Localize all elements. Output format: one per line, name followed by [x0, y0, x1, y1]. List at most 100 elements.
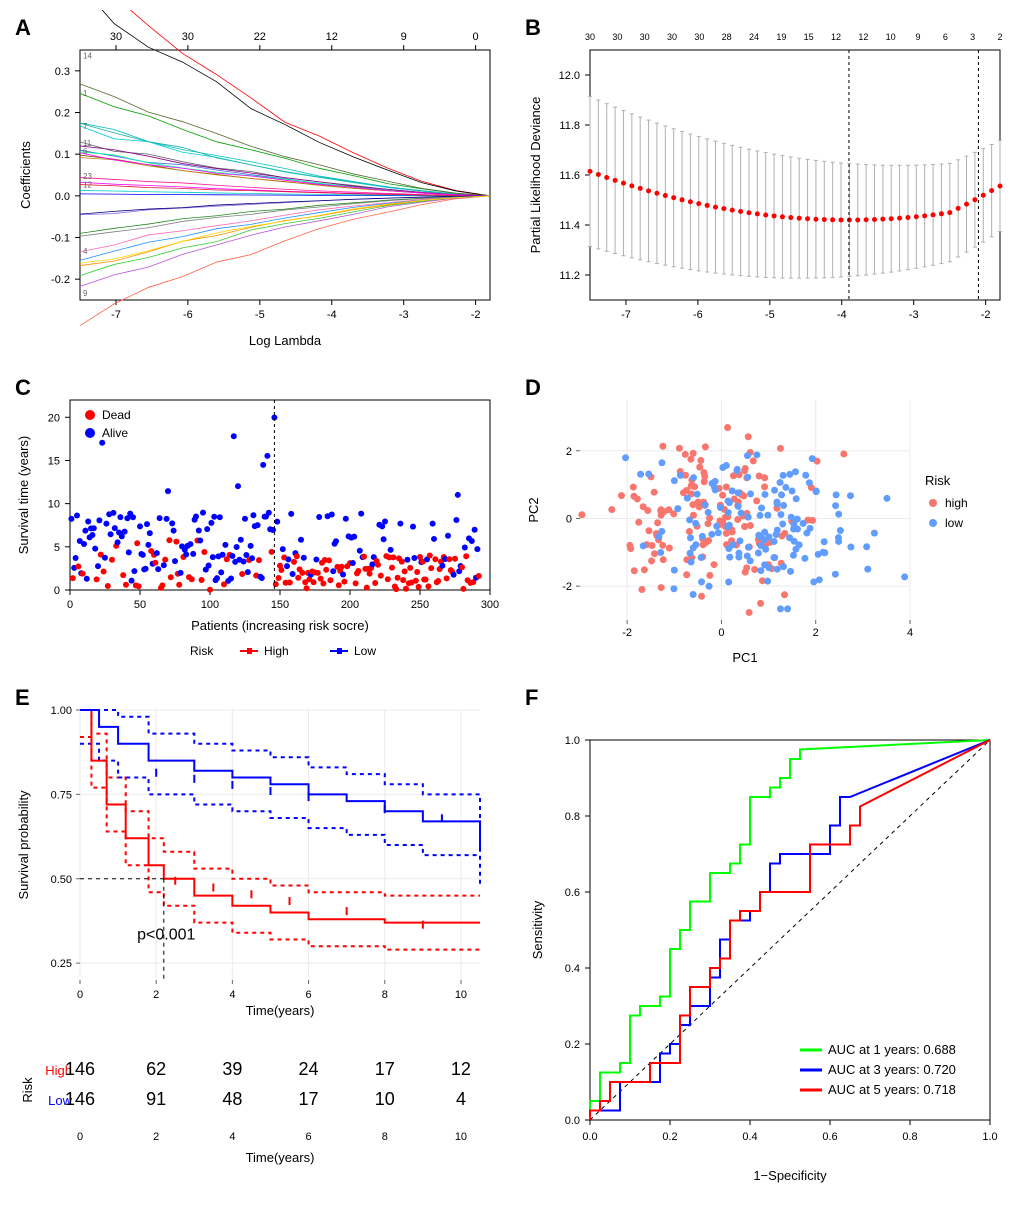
svg-text:0.2: 0.2 [55, 108, 70, 120]
svg-text:Risk: Risk [190, 644, 214, 658]
svg-text:0.25: 0.25 [51, 958, 72, 970]
svg-text:17: 17 [299, 1089, 319, 1109]
panel-d: D -2024-202PC1PC2Riskhighlow [520, 370, 1020, 670]
svg-text:2: 2 [997, 32, 1002, 42]
svg-text:30: 30 [640, 32, 650, 42]
svg-text:2: 2 [153, 989, 159, 1001]
svg-text:0: 0 [77, 1131, 83, 1143]
svg-text:0.8: 0.8 [902, 1131, 917, 1143]
svg-text:6: 6 [943, 32, 948, 42]
svg-text:Log Lambda: Log Lambda [249, 333, 322, 348]
svg-text:11.4: 11.4 [559, 220, 580, 232]
svg-text:4: 4 [456, 1089, 466, 1109]
svg-text:10: 10 [375, 1089, 395, 1109]
roc-curves-plot: 0.00.20.40.60.81.00.00.20.40.60.81.01−Sp… [520, 680, 1020, 1200]
svg-text:0: 0 [566, 513, 572, 525]
svg-text:10: 10 [48, 499, 60, 511]
svg-text:0.6: 0.6 [822, 1131, 837, 1143]
svg-text:1.00: 1.00 [51, 705, 72, 717]
panel-d-label: D [525, 375, 541, 401]
svg-text:Partial Likelihood Deviance: Partial Likelihood Deviance [528, 97, 543, 254]
svg-text:6: 6 [306, 989, 312, 1001]
svg-text:39: 39 [222, 1059, 242, 1079]
svg-text:-3: -3 [909, 309, 919, 321]
svg-text:Time(years): Time(years) [246, 1150, 315, 1165]
svg-text:Alive: Alive [102, 426, 128, 440]
svg-text:12.0: 12.0 [559, 70, 580, 82]
panel-a-label: A [15, 15, 31, 41]
svg-text:12: 12 [326, 31, 338, 43]
svg-text:-4: -4 [837, 309, 847, 321]
svg-text:62: 62 [146, 1059, 166, 1079]
svg-text:0.4: 0.4 [565, 963, 580, 975]
svg-text:0.2: 0.2 [662, 1131, 677, 1143]
svg-text:9: 9 [401, 31, 407, 43]
svg-text:-4: -4 [327, 309, 337, 321]
lasso-coefficients-plot: -730-630-522-412-39-20-0.2-0.10.00.10.20… [10, 10, 510, 360]
panel-a: A -730-630-522-412-39-20-0.2-0.10.00.10.… [10, 10, 510, 360]
svg-text:0.50: 0.50 [51, 874, 72, 886]
svg-text:-2: -2 [471, 309, 481, 321]
svg-text:4: 4 [229, 989, 235, 1001]
svg-text:Survival time (years): Survival time (years) [16, 436, 31, 554]
svg-text:PC1: PC1 [732, 650, 757, 665]
svg-text:4: 4 [907, 627, 913, 639]
svg-text:-0.2: -0.2 [51, 274, 70, 286]
svg-text:11.8: 11.8 [559, 120, 580, 132]
svg-text:10: 10 [455, 1131, 467, 1143]
svg-text:-6: -6 [183, 309, 193, 321]
svg-text:Sensitivity: Sensitivity [530, 900, 545, 959]
svg-text:146: 146 [65, 1089, 95, 1109]
svg-text:150: 150 [271, 599, 289, 611]
svg-text:Risk: Risk [925, 473, 951, 488]
svg-text:30: 30 [694, 32, 704, 42]
svg-text:200: 200 [341, 599, 359, 611]
panel-b-label: B [525, 15, 541, 41]
svg-text:19: 19 [776, 32, 786, 42]
svg-text:-3: -3 [399, 309, 409, 321]
svg-text:250: 250 [411, 599, 429, 611]
svg-text:-6: -6 [693, 309, 703, 321]
svg-text:4: 4 [83, 247, 88, 256]
svg-text:12: 12 [451, 1059, 471, 1079]
svg-text:15: 15 [804, 32, 814, 42]
svg-text:0: 0 [473, 31, 479, 43]
svg-text:-0.1: -0.1 [51, 233, 70, 245]
svg-text:24: 24 [299, 1059, 319, 1079]
svg-text:8: 8 [382, 1131, 388, 1143]
svg-text:0: 0 [54, 585, 60, 597]
svg-text:1.0: 1.0 [565, 735, 580, 747]
panel-e: E 02468100.250.500.751.00Time(years)Surv… [10, 680, 510, 1200]
svg-text:17: 17 [375, 1059, 395, 1079]
svg-text:1−Specificity: 1−Specificity [753, 1168, 827, 1183]
svg-text:2: 2 [566, 446, 572, 458]
svg-text:50: 50 [134, 599, 146, 611]
svg-text:8: 8 [382, 989, 388, 1001]
svg-text:4: 4 [229, 1131, 235, 1143]
svg-text:9: 9 [83, 289, 88, 298]
svg-text:12: 12 [83, 181, 92, 190]
svg-text:0: 0 [67, 599, 73, 611]
svg-text:-5: -5 [765, 309, 775, 321]
svg-text:Risk: Risk [20, 1077, 35, 1103]
svg-text:0.0: 0.0 [565, 1115, 580, 1127]
svg-text:0.2: 0.2 [565, 1039, 580, 1051]
svg-text:-2: -2 [562, 581, 572, 593]
svg-text:1.0: 1.0 [982, 1131, 997, 1143]
svg-text:30: 30 [585, 32, 595, 42]
svg-text:2: 2 [153, 1131, 159, 1143]
svg-text:0.4: 0.4 [742, 1131, 757, 1143]
svg-text:9: 9 [915, 32, 920, 42]
svg-text:48: 48 [222, 1089, 242, 1109]
svg-text:28: 28 [722, 32, 732, 42]
svg-text:30: 30 [110, 31, 122, 43]
svg-text:0.1: 0.1 [55, 149, 70, 161]
svg-text:5: 5 [54, 542, 60, 554]
svg-text:High: High [264, 644, 289, 658]
svg-text:12: 12 [858, 32, 868, 42]
svg-text:100: 100 [201, 599, 219, 611]
svg-text:300: 300 [481, 599, 499, 611]
svg-text:Coefficients: Coefficients [18, 141, 33, 209]
svg-text:24: 24 [749, 32, 759, 42]
svg-text:p<0.001: p<0.001 [137, 927, 195, 944]
